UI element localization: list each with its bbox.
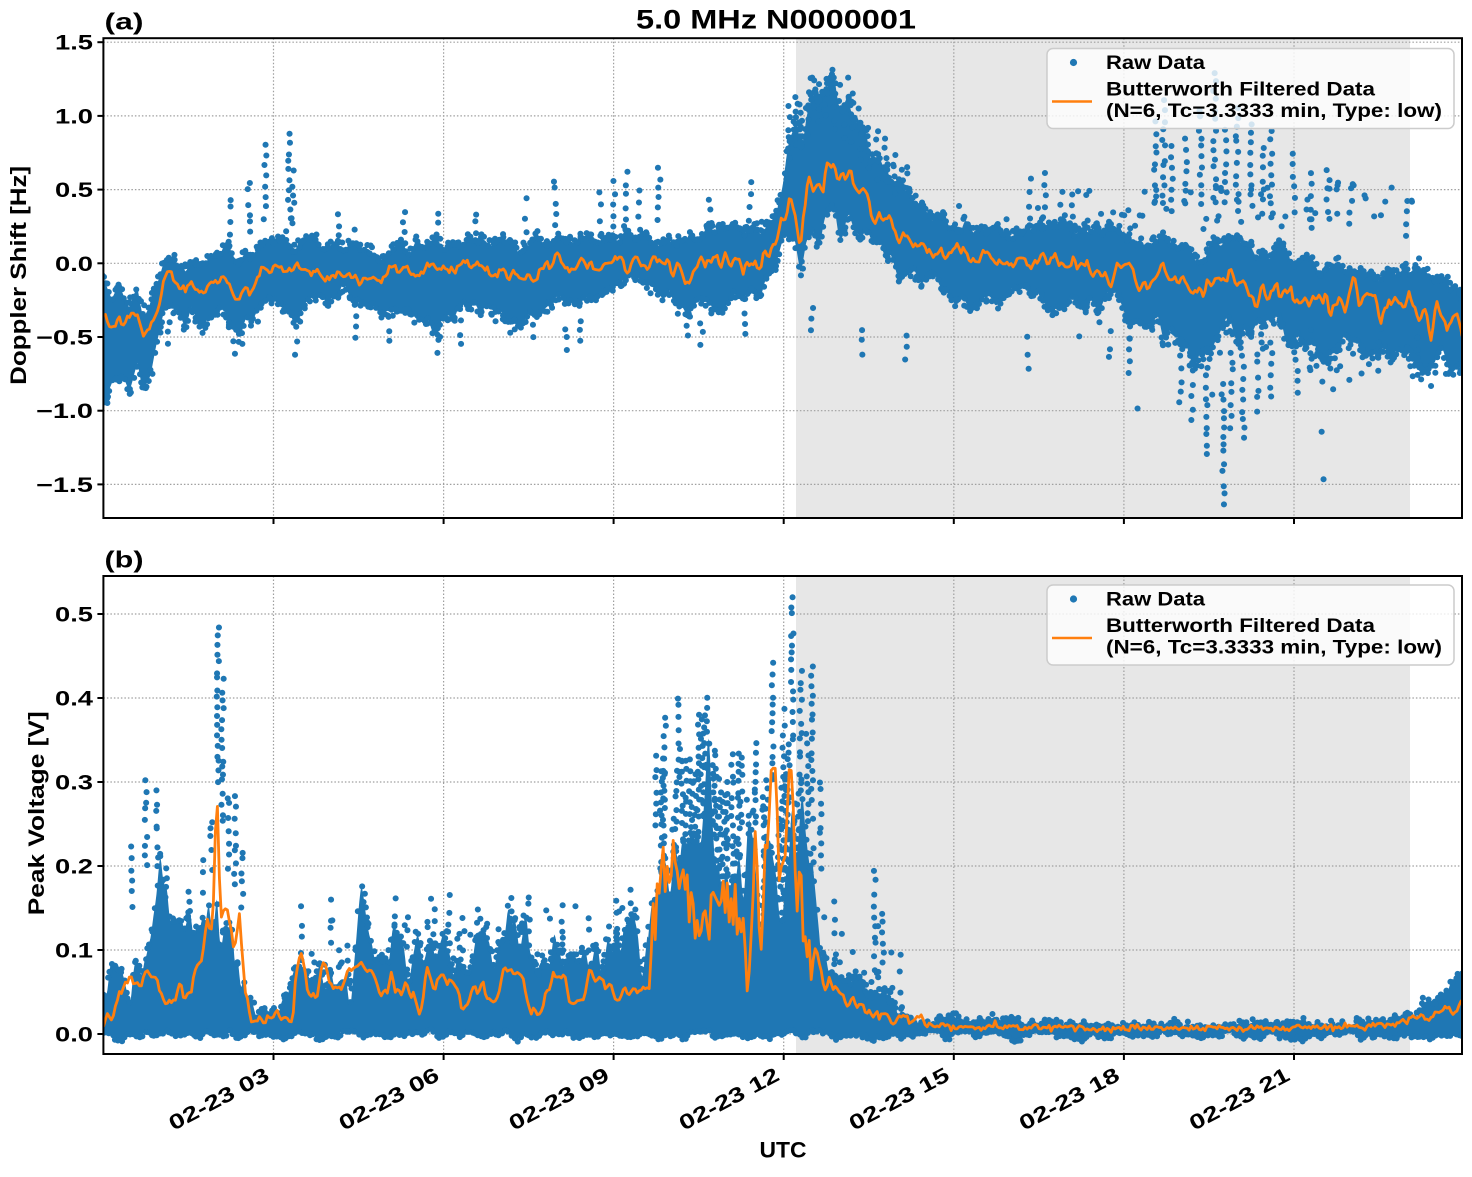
svg-text:(a): (a): [105, 9, 144, 35]
svg-text:(N=6, Tc=3.3333 min, Type: low: (N=6, Tc=3.3333 min, Type: low): [1106, 100, 1442, 122]
svg-text:0.2: 0.2: [55, 856, 93, 879]
svg-text:Peak Voltage [V]: Peak Voltage [V]: [24, 711, 49, 915]
svg-text:0.3: 0.3: [55, 772, 93, 795]
svg-text:−1.0: −1.0: [36, 400, 93, 423]
svg-text:−0.5: −0.5: [36, 327, 93, 350]
svg-text:0.5: 0.5: [55, 179, 93, 202]
svg-text:0.0: 0.0: [55, 253, 93, 276]
svg-text:5.0 MHz N0000001: 5.0 MHz N0000001: [636, 5, 916, 35]
svg-text:Doppler Shift [Hz]: Doppler Shift [Hz]: [6, 166, 31, 385]
svg-text:UTC: UTC: [760, 1138, 807, 1163]
svg-text:0.5: 0.5: [55, 604, 93, 627]
svg-text:1.5: 1.5: [55, 32, 93, 55]
svg-text:0.0: 0.0: [55, 1024, 93, 1047]
svg-text:Raw Data: Raw Data: [1106, 52, 1205, 74]
svg-text:Butterworth Filtered Data: Butterworth Filtered Data: [1106, 615, 1375, 637]
svg-text:Butterworth Filtered Data: Butterworth Filtered Data: [1106, 79, 1375, 101]
svg-text:Raw Data: Raw Data: [1106, 589, 1205, 611]
svg-text:−1.5: −1.5: [36, 474, 93, 497]
svg-text:0.1: 0.1: [55, 940, 93, 963]
svg-text:(b): (b): [105, 547, 144, 573]
svg-text:0.4: 0.4: [55, 688, 93, 711]
svg-text:1.0: 1.0: [55, 105, 93, 128]
svg-text:(N=6, Tc=3.3333 min, Type: low: (N=6, Tc=3.3333 min, Type: low): [1106, 637, 1442, 659]
